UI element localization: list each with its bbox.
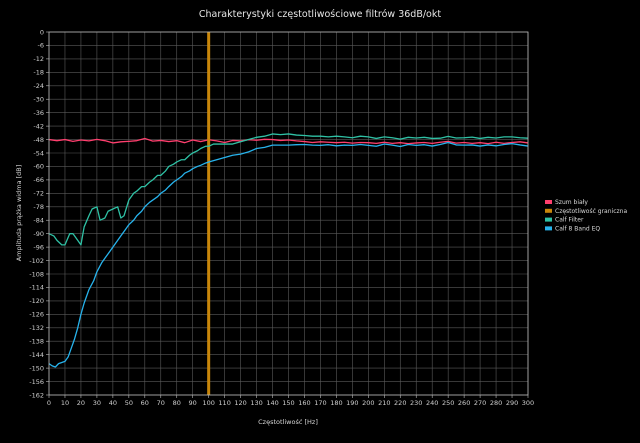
x-tick-label: 120 bbox=[234, 399, 246, 407]
y-tick-label: -54 bbox=[33, 149, 44, 157]
y-axis-label: Amplituda prążka widma [dB] bbox=[15, 165, 23, 262]
y-tick-label: 0 bbox=[40, 28, 44, 36]
y-tick-label: -78 bbox=[33, 203, 44, 211]
y-tick-label: -162 bbox=[29, 391, 44, 399]
y-tick-label: -84 bbox=[33, 217, 44, 225]
y-tick-label: -120 bbox=[29, 297, 44, 305]
x-tick-label: 50 bbox=[125, 399, 133, 407]
x-tick-label: 220 bbox=[394, 399, 406, 407]
y-tick-label: -42 bbox=[33, 122, 44, 130]
y-tick-label: -18 bbox=[33, 69, 44, 77]
y-tick-label: -102 bbox=[29, 257, 44, 265]
x-tick-label: 100 bbox=[202, 399, 214, 407]
x-axis-label: Częstotliwość [Hz] bbox=[258, 418, 318, 426]
legend-label: Calf 8 Band EQ bbox=[555, 225, 600, 232]
y-tick-label: -132 bbox=[29, 324, 44, 332]
x-tick-label: 130 bbox=[250, 399, 262, 407]
y-tick-label: -6 bbox=[38, 42, 44, 50]
plot-frame bbox=[48, 31, 529, 396]
series-line-2 bbox=[48, 133, 529, 246]
x-tick-label: 170 bbox=[314, 399, 326, 407]
x-tick-label: 0 bbox=[47, 399, 51, 407]
y-tick-labels: 0 -6 -12 -18 -24 -30 -36 -42 -48 -54 -60 -66 -72 -78 -… bbox=[29, 28, 44, 399]
x-tick-label: 30 bbox=[93, 399, 101, 407]
y-tick-label: -36 bbox=[33, 109, 44, 117]
legend-swatch bbox=[545, 217, 552, 222]
x-tick-label: 190 bbox=[346, 399, 358, 407]
legend-swatch bbox=[545, 208, 552, 213]
y-tick-label: -114 bbox=[29, 284, 44, 292]
x-tick-label: 150 bbox=[282, 399, 294, 407]
x-tick-label: 70 bbox=[157, 399, 165, 407]
x-tick-label: 140 bbox=[266, 399, 278, 407]
y-tick-label: -144 bbox=[29, 351, 44, 359]
x-tick-label: 290 bbox=[506, 399, 518, 407]
y-tick-label: -156 bbox=[29, 378, 44, 386]
x-tick-label: 10 bbox=[61, 399, 69, 407]
y-tick-label: -30 bbox=[33, 96, 44, 104]
x-tick-label: 240 bbox=[426, 399, 438, 407]
x-tick-label: 300 bbox=[522, 399, 534, 407]
x-tick-label: 110 bbox=[218, 399, 230, 407]
x-tick-label: 230 bbox=[410, 399, 422, 407]
series-line-0 bbox=[48, 137, 529, 145]
y-tick-label: -48 bbox=[33, 136, 44, 144]
y-tick-label: -138 bbox=[29, 338, 44, 346]
legend-label: Calf Filter bbox=[555, 217, 584, 224]
x-tick-label: 180 bbox=[330, 399, 342, 407]
legend-label: Szum biały bbox=[555, 199, 588, 206]
x-tick-labels: 0 10 20 30 40 50 60 70 80 90 100 110 120 130 140 150 160… bbox=[47, 399, 534, 407]
legend-label: Częstotliwość graniczna bbox=[555, 208, 627, 215]
y-tick-label: -24 bbox=[33, 82, 44, 90]
y-tick-label: -12 bbox=[33, 55, 44, 63]
x-tick-label: 90 bbox=[189, 399, 197, 407]
y-tick-label: -108 bbox=[29, 270, 44, 278]
x-tick-label: 160 bbox=[298, 399, 310, 407]
y-tick-label: -96 bbox=[33, 243, 44, 251]
x-tick-label: 40 bbox=[109, 399, 117, 407]
x-tick-label: 270 bbox=[474, 399, 486, 407]
legend-swatch bbox=[545, 226, 552, 231]
series-lines bbox=[48, 32, 529, 395]
x-tick-label: 80 bbox=[173, 399, 181, 407]
x-tick-label: 280 bbox=[490, 399, 502, 407]
legend-swatch bbox=[545, 200, 552, 204]
y-tick-label: -126 bbox=[29, 311, 44, 319]
series-line-3 bbox=[48, 141, 529, 368]
x-tick-label: 250 bbox=[442, 399, 454, 407]
y-tick-label: -150 bbox=[29, 364, 44, 372]
y-tick-label: -60 bbox=[33, 163, 44, 171]
legend: Szum biały Częstotliwość graniczna Calf Fi… bbox=[545, 199, 627, 232]
y-tick-label: -66 bbox=[33, 176, 44, 184]
x-tick-label: 20 bbox=[77, 399, 85, 407]
x-tick-label: 260 bbox=[458, 399, 470, 407]
x-tick-label: 60 bbox=[141, 399, 149, 407]
y-tick-label: -72 bbox=[33, 190, 44, 198]
chart-title: Charakterystyki częstotliwościowe filtró… bbox=[199, 9, 441, 20]
y-tick-label: -90 bbox=[33, 230, 44, 238]
x-tick-label: 210 bbox=[378, 399, 390, 407]
x-tick-label: 200 bbox=[362, 399, 374, 407]
